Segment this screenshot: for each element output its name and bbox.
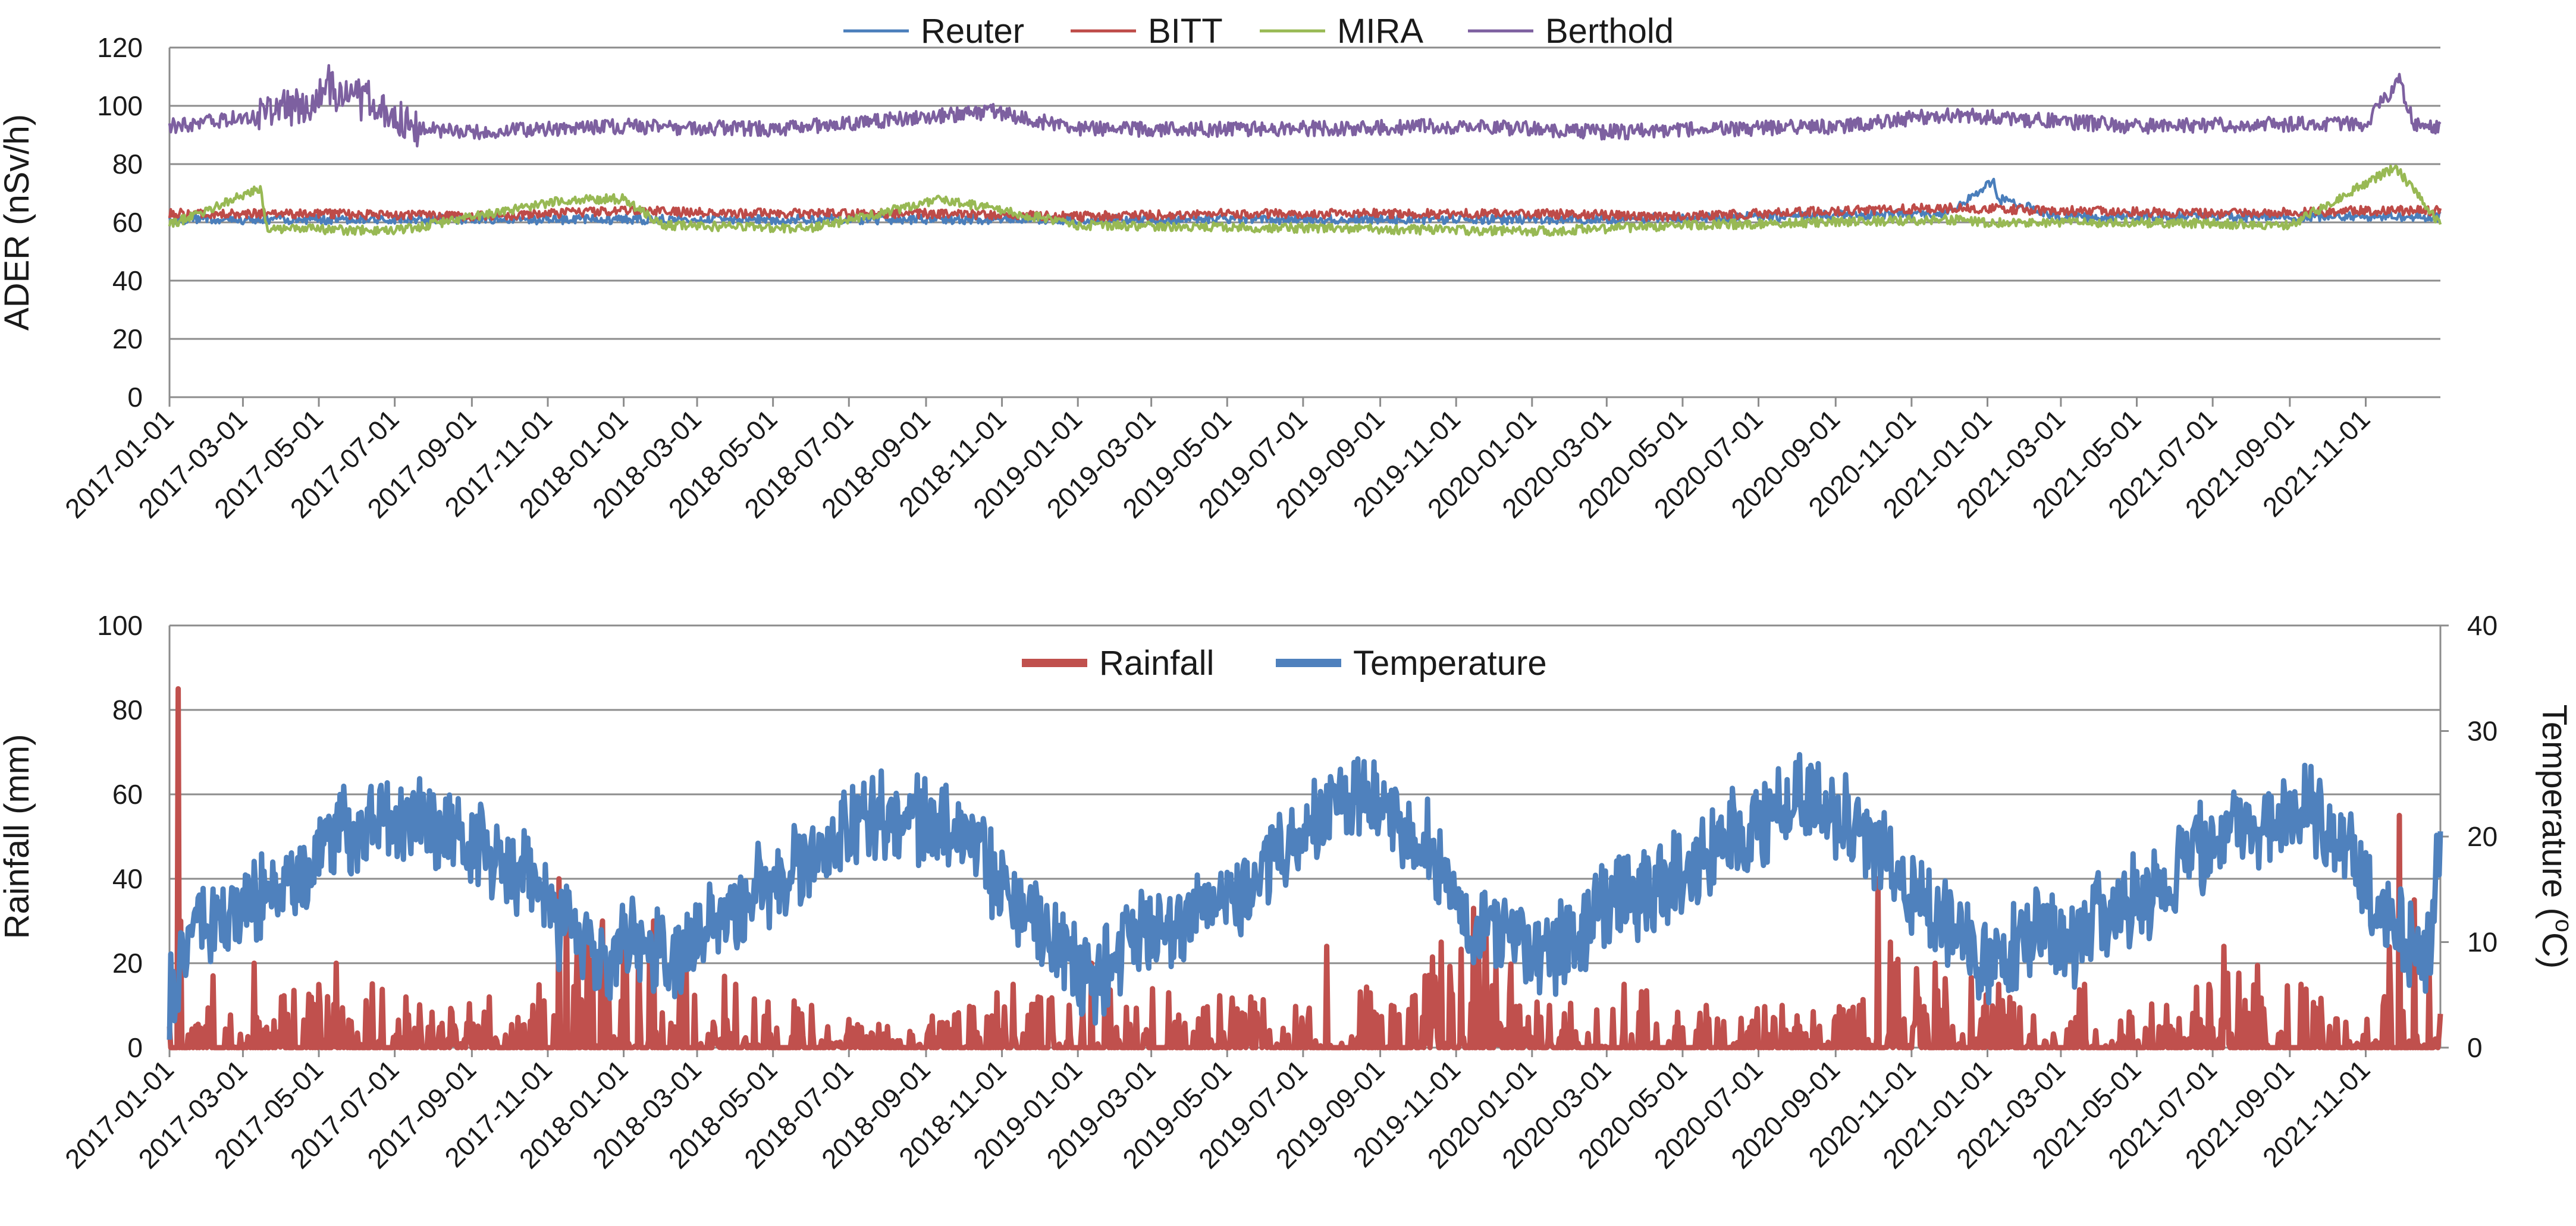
0-series-berthold: [168, 64, 2442, 147]
0-legend-label-mira: MIRA: [1337, 12, 1423, 51]
0-ytick-label: 40: [112, 265, 143, 296]
1-ytick-label: 80: [112, 694, 143, 725]
0-ytick-label: 0: [127, 382, 143, 413]
1-ytick-right-label: 40: [2467, 610, 2497, 641]
0-series-mira: [168, 164, 2442, 237]
0-y-title: ADER (nSv/h): [0, 114, 36, 331]
0-ytick-label: 20: [112, 323, 143, 354]
0-ytick-label: 120: [97, 32, 143, 63]
0-legend-label-bitt: BITT: [1148, 12, 1223, 51]
ader-chart: 0204060801001202017-01-012017-03-012017-…: [0, 12, 2442, 524]
1-ytick-label: 60: [112, 779, 143, 810]
1-y-title: Rainfall (mm): [0, 734, 36, 939]
0-legend-label-berthold: Berthold: [1545, 12, 1674, 51]
1-series-temperature: [167, 752, 2443, 1040]
1-ytick-label: 20: [112, 948, 143, 979]
0-ytick-label: 60: [112, 207, 143, 238]
weather-chart: 0204060801002017-01-012017-03-012017-05-…: [0, 610, 2576, 1174]
0-ytick-label: 100: [97, 90, 143, 121]
1-series-rainfall: [167, 686, 2443, 1051]
1-ytick-right-label: 0: [2467, 1032, 2483, 1063]
1-y-right-title: Temperature (oC): [2535, 705, 2576, 969]
1-ytick-label: 40: [112, 863, 143, 894]
1-ytick-right-label: 10: [2467, 927, 2497, 958]
0-legend-label-reuter: Reuter: [921, 12, 1024, 51]
1-legend-label-rainfall: Rainfall: [1099, 644, 1214, 683]
0-ytick-label: 80: [112, 149, 143, 180]
1-ytick-right-label: 30: [2467, 716, 2497, 747]
1-ytick-right-label: 20: [2467, 821, 2497, 852]
1-ytick-label: 0: [127, 1032, 143, 1063]
1-ytick-label: 100: [97, 610, 143, 641]
0-series-bitt: [168, 202, 2442, 223]
1-legend-label-temperature: Temperature: [1353, 644, 1547, 683]
